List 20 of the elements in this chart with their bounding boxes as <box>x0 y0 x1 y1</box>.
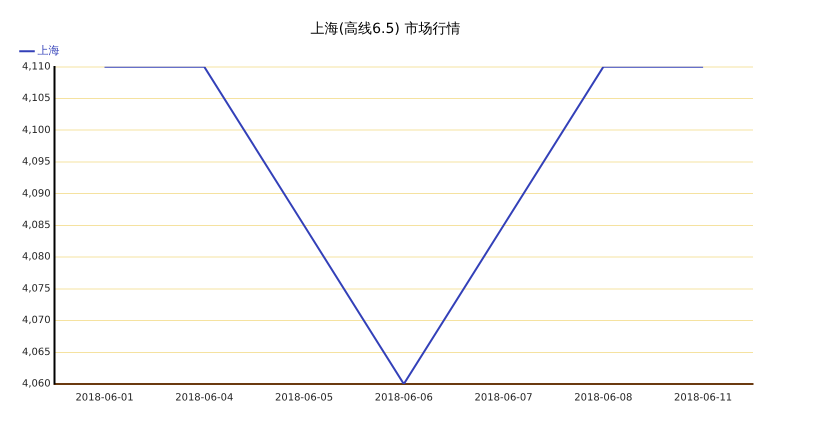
x-tick-label: 2018-06-11 <box>674 392 732 404</box>
y-tick-label: 4,080 <box>22 252 51 263</box>
y-tick-label: 4,090 <box>22 188 51 200</box>
y-tick-label: 4,105 <box>22 93 51 104</box>
x-tick-label: 2018-06-04 <box>175 392 234 404</box>
x-tick-label: 2018-06-08 <box>574 392 632 404</box>
y-tick-label: 4,065 <box>22 346 51 358</box>
x-tick-label: 2018-06-06 <box>374 392 433 404</box>
y-tick-label: 4,070 <box>22 315 51 326</box>
y-tick-label: 4,060 <box>22 378 51 390</box>
chart-title: 上海(高线6.5) 市场行情 <box>310 21 460 38</box>
legend-label: 上海 <box>38 44 60 58</box>
y-tick-label: 4,085 <box>22 220 51 231</box>
x-tick-label: 2018-06-01 <box>75 392 134 404</box>
y-tick-label: 4,075 <box>22 283 51 294</box>
y-tick-label: 4,100 <box>22 124 51 136</box>
x-tick-label: 2018-06-05 <box>274 392 334 404</box>
y-tick-label: 4,110 <box>22 61 51 72</box>
y-tick-label: 4,095 <box>22 156 51 168</box>
x-tick-label: 2018-06-07 <box>474 392 533 404</box>
